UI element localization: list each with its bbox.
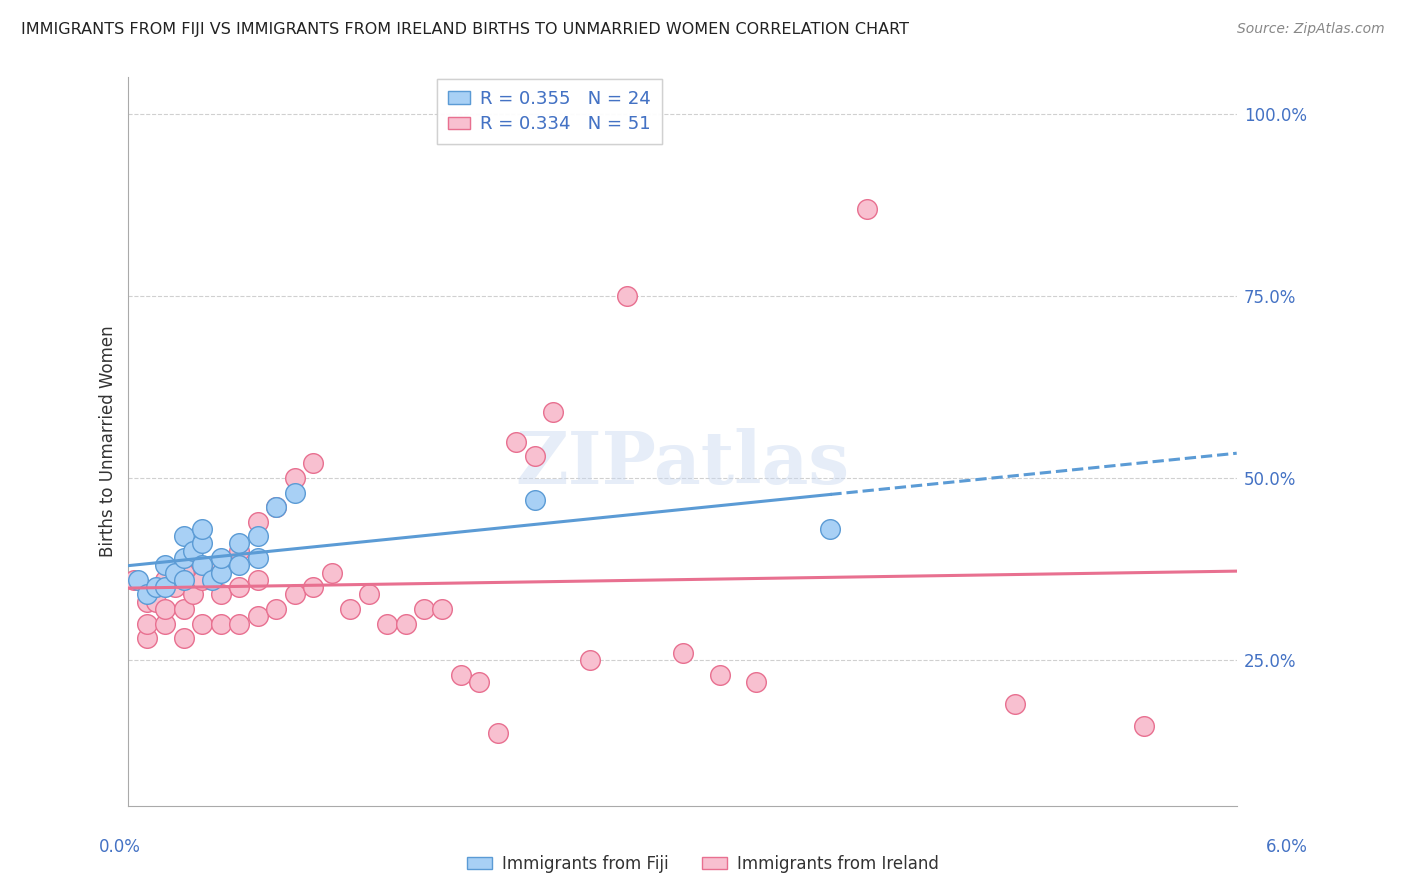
Point (209, 558, 232, 573)
Point (339, 602, 361, 616)
Point (745, 674, 768, 689)
Point (302, 456, 325, 470)
Point (191, 522, 214, 536)
Point (246, 529, 269, 543)
Point (145, 595, 167, 609)
Point (191, 616, 214, 631)
Point (136, 595, 159, 609)
Point (155, 558, 177, 573)
Point (1133, 718, 1156, 732)
Point (228, 536, 250, 550)
Point (264, 602, 287, 616)
Point (468, 674, 491, 689)
Point (127, 573, 149, 587)
Point (264, 500, 287, 514)
Point (413, 602, 436, 616)
Point (136, 587, 159, 601)
Point (136, 616, 159, 631)
Point (163, 566, 186, 580)
Text: 0.0%: 0.0% (98, 838, 141, 856)
Point (191, 558, 214, 573)
Point (173, 551, 195, 566)
Point (284, 485, 307, 500)
Point (543, 405, 565, 419)
Point (163, 580, 186, 594)
Point (209, 587, 232, 601)
Point (200, 573, 222, 587)
Point (155, 602, 177, 616)
Point (173, 529, 195, 543)
Point (173, 573, 195, 587)
Point (357, 587, 380, 601)
Point (1004, 697, 1026, 711)
Point (246, 609, 269, 624)
Legend: Immigrants from Fiji, Immigrants from Ireland: Immigrants from Fiji, Immigrants from Ir… (460, 848, 946, 880)
Point (173, 566, 195, 580)
Y-axis label: Births to Unmarried Women: Births to Unmarried Women (100, 326, 117, 558)
Point (505, 434, 527, 449)
Point (246, 515, 269, 529)
Point (246, 551, 269, 566)
Point (450, 667, 472, 681)
Point (181, 543, 204, 558)
Point (228, 558, 250, 573)
Point (394, 616, 416, 631)
Point (523, 492, 546, 507)
Point (856, 202, 879, 216)
Point (191, 573, 214, 587)
Point (155, 573, 177, 587)
Point (173, 602, 195, 616)
Point (228, 580, 250, 594)
Text: ZIPatlas: ZIPatlas (516, 428, 849, 499)
Point (486, 726, 509, 740)
Text: IMMIGRANTS FROM FIJI VS IMMIGRANTS FROM IRELAND BIRTHS TO UNMARRIED WOMEN CORREL: IMMIGRANTS FROM FIJI VS IMMIGRANTS FROM … (21, 22, 910, 37)
Point (321, 566, 343, 580)
Point (709, 667, 731, 681)
Point (671, 646, 693, 660)
Text: 6.0%: 6.0% (1265, 838, 1308, 856)
Point (209, 616, 232, 631)
Point (145, 580, 167, 594)
Point (136, 631, 159, 645)
Point (264, 500, 287, 514)
Point (209, 566, 232, 580)
Point (173, 631, 195, 645)
Point (375, 616, 398, 631)
Point (228, 616, 250, 631)
Point (209, 551, 232, 566)
Point (181, 587, 204, 601)
Point (155, 580, 177, 594)
Point (284, 471, 307, 485)
Point (155, 616, 177, 631)
Point (616, 289, 638, 303)
Point (122, 573, 145, 587)
Point (523, 449, 546, 463)
Point (820, 522, 842, 536)
Point (579, 653, 602, 667)
Point (228, 543, 250, 558)
Point (284, 587, 307, 601)
Point (191, 536, 214, 550)
Point (302, 580, 325, 594)
Legend: R = 0.355   N = 24, R = 0.334   N = 51: R = 0.355 N = 24, R = 0.334 N = 51 (437, 79, 662, 145)
Point (432, 602, 454, 616)
Point (246, 573, 269, 587)
Text: Source: ZipAtlas.com: Source: ZipAtlas.com (1237, 22, 1385, 37)
